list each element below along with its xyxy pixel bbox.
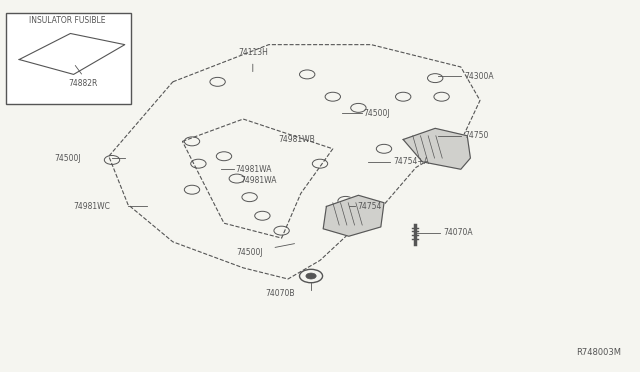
- Bar: [6, 13, 131, 104]
- Text: 74300A: 74300A: [464, 72, 493, 81]
- Text: 74070B: 74070B: [266, 289, 295, 298]
- Text: 74070A: 74070A: [443, 228, 472, 237]
- Text: 74882R: 74882R: [68, 79, 98, 88]
- Text: INSULATOR FUSIBLE: INSULATOR FUSIBLE: [29, 16, 106, 25]
- Text: 74113H: 74113H: [238, 48, 268, 57]
- Text: 74981WB: 74981WB: [278, 135, 315, 144]
- Text: 74981WC: 74981WC: [74, 202, 111, 211]
- Text: 74754: 74754: [357, 202, 381, 211]
- Text: 74500J: 74500J: [54, 154, 81, 163]
- Polygon shape: [323, 195, 384, 236]
- Polygon shape: [403, 128, 470, 169]
- Text: R748003M: R748003M: [576, 348, 621, 357]
- Circle shape: [306, 273, 316, 279]
- Text: 74981WA: 74981WA: [236, 165, 272, 174]
- Text: 74500J: 74500J: [237, 248, 264, 257]
- Text: 74500J: 74500J: [364, 109, 390, 118]
- Text: 74981WA: 74981WA: [240, 176, 276, 185]
- Text: 74750: 74750: [464, 131, 488, 140]
- Text: 74754+A: 74754+A: [394, 157, 429, 166]
